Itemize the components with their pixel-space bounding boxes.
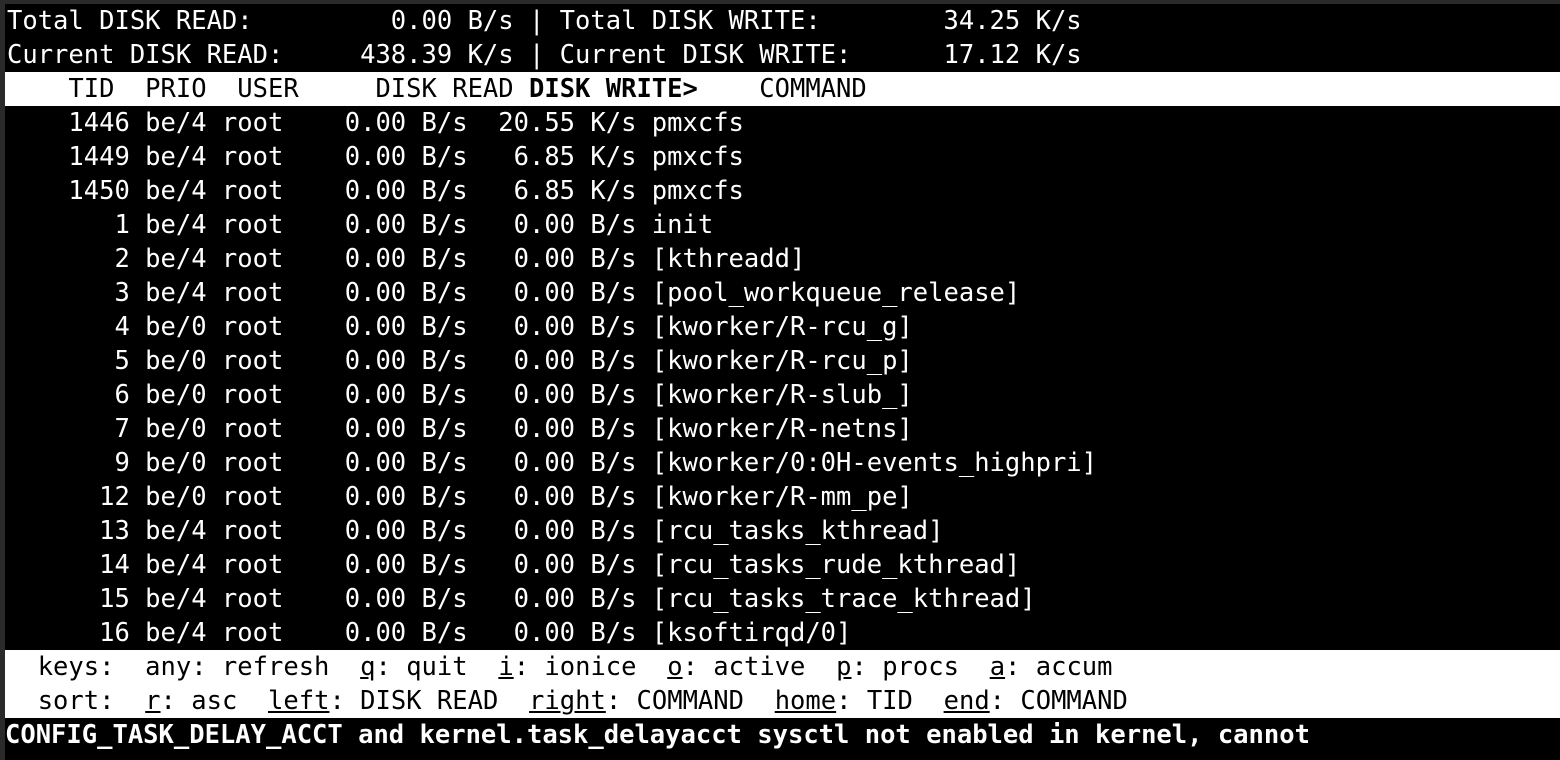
table-row[interactable]: 1 be/4 root 0.00 B/s 0.00 B/s init [5,208,1560,242]
footer-sort-left[interactable]: left: DISK READ [268,686,499,716]
table-row[interactable]: 14 be/4 root 0.00 B/s 0.00 B/s [rcu_task… [5,548,1560,582]
footer-sort-home[interactable]: home: TID [774,686,913,716]
summary-line-current: Current DISK READ: 438.39 K/s | Current … [5,38,1560,72]
hotkey-p[interactable]: p [836,652,852,682]
footer-sort-end[interactable]: end: COMMAND [943,686,1128,716]
table-row[interactable]: 9 be/0 root 0.00 B/s 0.00 B/s [kworker/0… [5,446,1560,480]
hotkey-left[interactable]: left [268,686,330,716]
table-row[interactable]: 1449 be/4 root 0.00 B/s 6.85 K/s pmxcfs [5,140,1560,174]
hotkey-a[interactable]: a [989,652,1006,682]
table-row[interactable]: 6 be/0 root 0.00 B/s 0.00 B/s [kworker/R… [5,378,1560,412]
hotkey-home[interactable]: home [774,686,837,716]
footer-key-active[interactable]: o: active [667,652,806,682]
column-header-disk-write-sorted[interactable]: DISK WRITE> [528,74,698,104]
table-row[interactable]: 3 be/4 root 0.00 B/s 0.00 B/s [pool_work… [5,276,1560,310]
table-row[interactable]: 12 be/0 root 0.00 B/s 0.00 B/s [kworker/… [5,480,1560,514]
footer-key-procs[interactable]: p: procs [836,652,959,682]
footer-sort-r[interactable]: r: asc [145,686,238,716]
hotkey-q[interactable]: q [360,652,376,682]
table-row[interactable]: 15 be/4 root 0.00 B/s 0.00 B/s [rcu_task… [5,582,1560,616]
hotkey-o[interactable]: o [667,652,683,682]
hotkey-i[interactable]: i [498,652,514,682]
table-column-header[interactable]: TID PRIO USER DISK READ DISK WRITE> COMM… [5,72,1560,106]
table-row[interactable]: 2 be/4 root 0.00 B/s 0.00 B/s [kthreadd] [5,242,1560,276]
column-header-prefix: TID PRIO USER DISK READ [7,74,529,104]
summary-line-total: Total DISK READ: 0.00 B/s | Total DISK W… [5,4,1560,38]
process-table-body[interactable]: 1446 be/4 root 0.00 B/s 20.55 K/s pmxcfs… [5,106,1560,650]
table-row[interactable]: 1446 be/4 root 0.00 B/s 20.55 K/s pmxcfs [5,106,1560,140]
footer-key-quit[interactable]: q: quit [360,652,468,682]
table-row[interactable]: 4 be/0 root 0.00 B/s 0.00 B/s [kworker/R… [5,310,1560,344]
table-row[interactable]: 16 be/4 root 0.00 B/s 0.00 B/s [ksoftirq… [5,616,1560,650]
footer-key-ionice[interactable]: i: ionice [498,652,637,682]
footer-key-accum[interactable]: a: accum [989,652,1113,682]
status-warning-line: CONFIG_TASK_DELAY_ACCT and kernel.task_d… [5,718,1560,752]
hotkey-r[interactable]: r [145,686,161,716]
column-header-command[interactable]: COMMAND [697,74,867,104]
table-row[interactable]: 5 be/0 root 0.00 B/s 0.00 B/s [kworker/R… [5,344,1560,378]
footer-sort-right[interactable]: right: COMMAND [529,686,744,716]
footer-sort-line[interactable]: sort: r: asc left: DISK READ right: COMM… [5,684,1560,718]
footer-key-refresh[interactable]: any: refresh [145,652,330,682]
footer-keys-line[interactable]: keys: any: refresh q: quit i: ionice o: … [5,650,1560,684]
iotop-terminal[interactable]: Total DISK READ: 0.00 B/s | Total DISK W… [5,4,1560,760]
table-row[interactable]: 13 be/4 root 0.00 B/s 0.00 B/s [rcu_task… [5,514,1560,548]
table-row[interactable]: 7 be/0 root 0.00 B/s 0.00 B/s [kworker/R… [5,412,1560,446]
hotkey-right[interactable]: right [529,686,606,716]
hotkey-end[interactable]: end [943,686,990,716]
table-row[interactable]: 1450 be/4 root 0.00 B/s 6.85 K/s pmxcfs [5,174,1560,208]
